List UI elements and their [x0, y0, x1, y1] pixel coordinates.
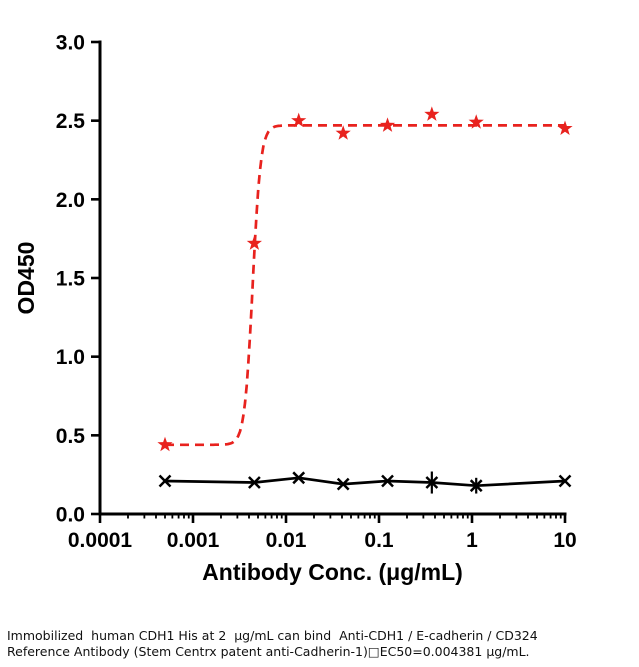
x-tick-label: 0.0001: [68, 529, 133, 552]
x-axis-title: Antibody Conc. (μg/mL): [202, 559, 463, 585]
star-marker: [468, 114, 484, 129]
x-marker: [469, 479, 483, 493]
fit-curve-dashed: [165, 124, 565, 447]
star-marker: [246, 235, 262, 250]
x-tick-label: 0.1: [364, 529, 394, 552]
y-axis-title: OD450: [13, 242, 39, 315]
y-tick-label: 2.0: [56, 189, 85, 212]
x-tick-label: 1: [466, 529, 478, 552]
caption-line-1: Immobilized human CDH1 His at 2 μg/mL ca…: [7, 628, 538, 643]
x-tick-label: 0.001: [167, 529, 220, 552]
star-marker: [379, 117, 396, 132]
x-marker: [247, 476, 261, 489]
y-tick-label: 3.0: [56, 32, 85, 55]
caption-line-2: Reference Antibody (Stem Centrx patent a…: [7, 644, 530, 659]
star-marker: [157, 436, 173, 452]
star-marker: [335, 125, 351, 140]
x-marker: [336, 477, 350, 491]
x-marker: [292, 471, 306, 485]
x-tick-label: 0.01: [266, 529, 307, 552]
x-marker: [381, 474, 394, 488]
x-tick-label: 10: [553, 529, 576, 552]
y-tick-label: 0.0: [56, 504, 85, 527]
x-marker: [158, 474, 172, 488]
control-line: [164, 476, 566, 488]
x-marker: [558, 474, 572, 488]
y-tick-label: 1.5: [56, 268, 86, 291]
figure-caption: Immobilized human CDH1 His at 2 μg/mL ca…: [0, 614, 639, 660]
x-marker: [425, 476, 439, 489]
star-marker: [291, 112, 307, 128]
y-tick-label: 0.5: [56, 425, 86, 448]
y-tick-label: 2.5: [56, 110, 86, 133]
star-marker: [557, 120, 573, 136]
elisa-binding-chart: 0.0 0.5 1.0 1.5 2.0 2.5 3.0 0.0001 0.001 0.01 0.1 1…: [13, 32, 577, 586]
star-marker: [424, 106, 440, 121]
y-tick-label: 1.0: [56, 346, 85, 369]
